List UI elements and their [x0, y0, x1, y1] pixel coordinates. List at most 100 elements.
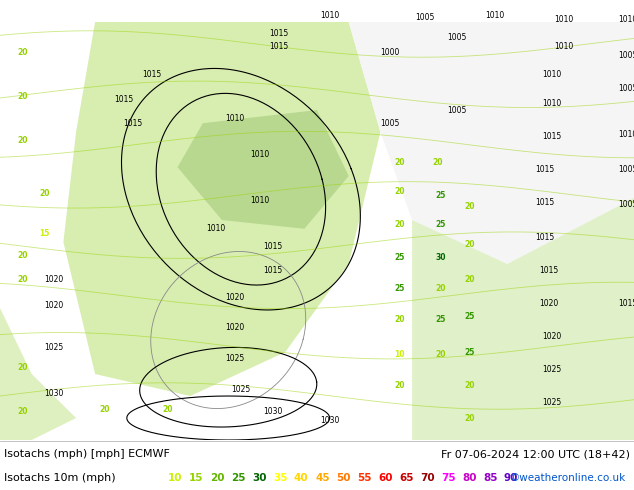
Text: 1015: 1015: [263, 266, 282, 275]
Polygon shape: [0, 308, 76, 440]
Text: 90: 90: [504, 472, 519, 483]
Text: 20: 20: [210, 472, 224, 483]
Text: 1005: 1005: [380, 119, 399, 128]
Text: 1010: 1010: [555, 42, 574, 50]
Text: 1030: 1030: [320, 416, 339, 425]
Text: 1005: 1005: [415, 13, 434, 22]
Text: ©weatheronline.co.uk: ©weatheronline.co.uk: [510, 472, 626, 483]
Text: 1015: 1015: [618, 299, 634, 308]
Text: 1010: 1010: [225, 114, 244, 123]
Text: 1015: 1015: [536, 198, 555, 207]
Text: 1020: 1020: [539, 299, 558, 308]
Text: 40: 40: [294, 472, 309, 483]
Text: 60: 60: [378, 472, 392, 483]
Text: 1030: 1030: [44, 390, 63, 398]
Text: 1010: 1010: [618, 15, 634, 24]
Text: 20: 20: [17, 251, 27, 260]
Text: 20: 20: [394, 220, 404, 229]
Text: 25: 25: [436, 315, 446, 323]
Polygon shape: [349, 22, 634, 264]
Text: 25: 25: [394, 253, 404, 262]
Polygon shape: [178, 110, 349, 229]
Text: 25: 25: [231, 472, 245, 483]
Text: 25: 25: [436, 220, 446, 229]
Text: 1010: 1010: [250, 149, 269, 158]
Text: 20: 20: [394, 158, 404, 167]
Text: 20: 20: [17, 407, 27, 416]
Text: 20: 20: [436, 350, 446, 359]
Text: 1015: 1015: [124, 119, 143, 128]
Text: 20: 20: [17, 136, 27, 146]
Text: 10: 10: [394, 350, 404, 359]
Text: 20: 20: [163, 405, 173, 414]
Text: 1005: 1005: [618, 200, 634, 209]
Text: 20: 20: [17, 363, 27, 372]
Text: 1020: 1020: [225, 293, 244, 301]
Text: 10: 10: [168, 472, 183, 483]
Text: 1005: 1005: [618, 165, 634, 174]
Polygon shape: [412, 198, 634, 440]
Text: 1020: 1020: [44, 275, 63, 284]
Text: 1010: 1010: [320, 11, 339, 20]
Text: 25: 25: [464, 312, 474, 321]
Text: 75: 75: [441, 472, 456, 483]
Text: 20: 20: [394, 315, 404, 323]
Text: 1025: 1025: [225, 354, 244, 363]
Text: 30: 30: [252, 472, 266, 483]
Text: 1015: 1015: [539, 266, 558, 275]
Text: 85: 85: [483, 472, 498, 483]
Text: 20: 20: [464, 202, 474, 211]
Text: 65: 65: [399, 472, 413, 483]
Text: 1025: 1025: [231, 385, 250, 394]
Text: 1015: 1015: [536, 233, 555, 242]
Text: 1010: 1010: [542, 70, 561, 79]
Text: 50: 50: [336, 472, 351, 483]
Text: 1020: 1020: [225, 323, 244, 332]
Text: 1015: 1015: [536, 165, 555, 174]
Text: 1020: 1020: [44, 301, 63, 310]
Text: 20: 20: [17, 49, 27, 57]
Text: 25: 25: [464, 347, 474, 357]
Text: 1005: 1005: [618, 50, 634, 59]
Text: 70: 70: [420, 472, 435, 483]
Text: 20: 20: [100, 405, 110, 414]
Text: 1010: 1010: [250, 196, 269, 205]
Text: 1025: 1025: [542, 398, 561, 407]
Text: Isotachs 10m (mph): Isotachs 10m (mph): [4, 472, 115, 483]
Text: 20: 20: [17, 275, 27, 284]
Text: 1000: 1000: [380, 49, 399, 57]
Text: 20: 20: [17, 92, 27, 101]
Text: 20: 20: [464, 381, 474, 390]
Polygon shape: [63, 22, 380, 396]
Text: 1015: 1015: [269, 28, 288, 38]
Text: 1025: 1025: [542, 365, 561, 374]
Text: Isotachs (mph) [mph] ECMWF: Isotachs (mph) [mph] ECMWF: [4, 449, 170, 459]
Text: 1015: 1015: [143, 70, 162, 79]
Text: 20: 20: [432, 158, 443, 167]
Text: 20: 20: [464, 414, 474, 422]
Text: Fr 07-06-2024 12:00 UTC (18+42): Fr 07-06-2024 12:00 UTC (18+42): [441, 449, 630, 459]
Text: 1010: 1010: [206, 224, 225, 233]
Text: 1015: 1015: [263, 242, 282, 251]
Text: 20: 20: [39, 189, 49, 198]
Text: 80: 80: [462, 472, 477, 483]
Text: 1030: 1030: [263, 407, 282, 416]
Text: 20: 20: [394, 381, 404, 390]
Text: 20: 20: [436, 284, 446, 293]
Text: 20: 20: [464, 275, 474, 284]
Text: 1010: 1010: [618, 130, 634, 139]
Text: 1005: 1005: [447, 33, 466, 42]
Text: 55: 55: [357, 472, 372, 483]
Text: 20: 20: [464, 240, 474, 249]
Text: 1005: 1005: [447, 105, 466, 115]
Text: 1010: 1010: [542, 99, 561, 108]
Text: 1010: 1010: [485, 11, 504, 20]
Text: 15: 15: [39, 229, 49, 238]
Text: 30: 30: [436, 253, 446, 262]
Text: 1015: 1015: [114, 95, 133, 103]
Text: 20: 20: [394, 187, 404, 196]
Text: 25: 25: [436, 191, 446, 200]
Text: 25: 25: [394, 284, 404, 293]
Text: 45: 45: [315, 472, 330, 483]
Text: 1010: 1010: [555, 15, 574, 24]
